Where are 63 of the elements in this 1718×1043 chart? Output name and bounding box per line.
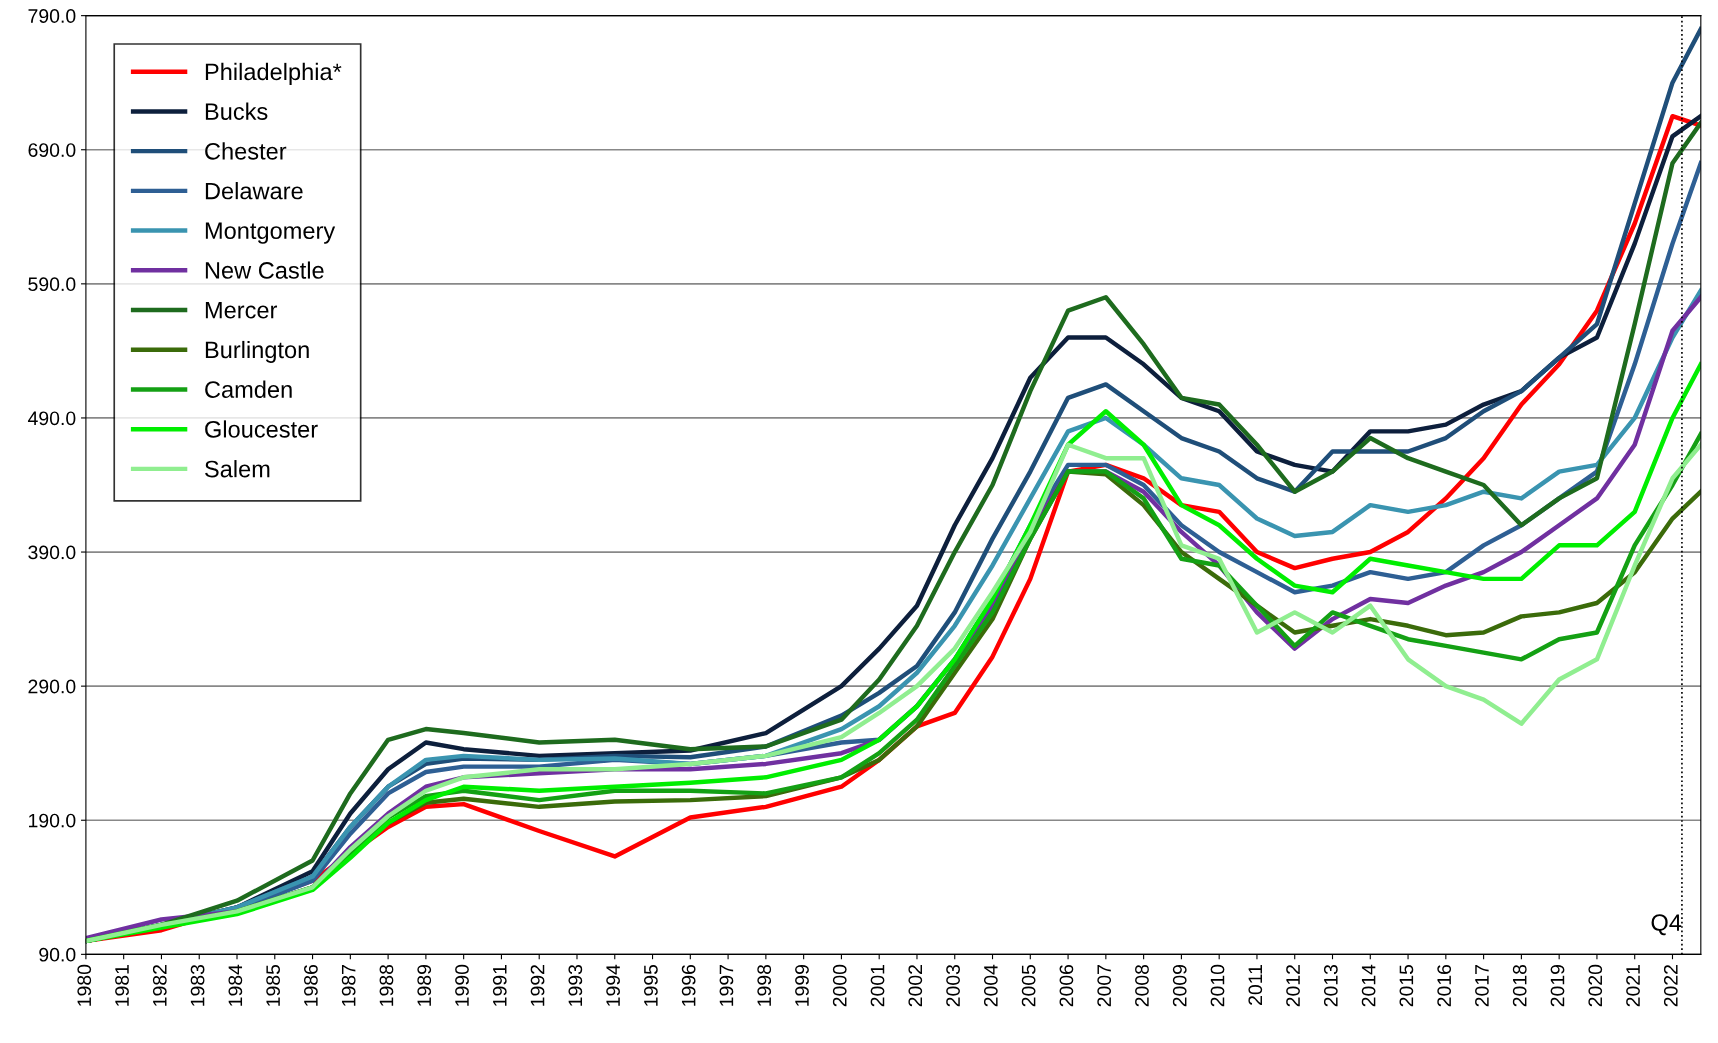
x-tick-label: 1988 — [379, 964, 394, 1006]
legend-label: Delaware — [205, 182, 303, 200]
x-tick-label: 2018 — [1512, 964, 1527, 1007]
x-tick-label: 1990 — [455, 964, 469, 1006]
x-tick-label: 2001 — [870, 965, 885, 1007]
legend-label: Burlington — [205, 340, 309, 363]
x-tick-label: 2019 — [1550, 964, 1565, 1007]
x-tick-label: 2013 — [1323, 964, 1338, 1007]
x-tick-label: 1994 — [606, 964, 620, 1006]
legend-label: Bucks — [205, 102, 268, 120]
legend-label: Montgomery — [205, 222, 336, 244]
x-tick-label: 1991 — [492, 965, 507, 1006]
x-tick-label: 1982 — [152, 965, 167, 1006]
legend-label: Camden — [205, 380, 292, 398]
x-tick-label: 1984 — [228, 964, 243, 1006]
x-tick-label: 2005 — [1021, 964, 1036, 1007]
x-tick-label: 1986 — [304, 964, 318, 1006]
x-tick-label: 2000 — [832, 964, 847, 1007]
x-tick-label: 2007 — [1097, 965, 1112, 1007]
y-tick-label: 190.0 — [29, 813, 76, 828]
x-tick-label: 2008 — [1135, 964, 1149, 1007]
x-tick-label: 2017 — [1475, 965, 1489, 1007]
y-tick-label: 290.0 — [28, 679, 76, 694]
x-tick-label: 2020 — [1588, 964, 1603, 1007]
legend-label: Mercer — [205, 302, 278, 319]
x-tick-label: 1987 — [341, 965, 356, 1006]
legend-label: Philadelphia* — [205, 62, 342, 85]
x-tick-label: 2015 — [1399, 964, 1414, 1007]
x-tick-label: 1992 — [530, 965, 545, 1006]
x-tick-label: 1983 — [190, 964, 205, 1006]
legend-label: Chester — [205, 142, 287, 160]
x-tick-label: 2004 — [983, 964, 998, 1007]
x-tick-label: 1996 — [681, 964, 696, 1006]
x-tick-label: 2003 — [946, 964, 960, 1007]
legend-label: Gloucester — [205, 420, 318, 438]
x-tick-label: 1989 — [417, 964, 432, 1006]
x-tick-label: 2012 — [1286, 965, 1300, 1007]
ref-line-label: Q4 — [1651, 914, 1682, 936]
x-tick-label: 1985 — [266, 964, 280, 1006]
x-tick-label: 2022 — [1663, 965, 1678, 1007]
y-tick-label: 690.0 — [28, 143, 76, 157]
y-tick-label: 590.0 — [28, 277, 76, 292]
y-tick-label: 790.0 — [28, 9, 76, 23]
x-tick-label: 1997 — [719, 965, 734, 1006]
x-tick-label: 1993 — [568, 964, 583, 1006]
x-tick-label: 2010 — [1210, 964, 1225, 1007]
y-tick-label: 490.0 — [27, 411, 76, 426]
x-tick-label: 1995 — [643, 964, 658, 1006]
x-tick-label: 2021 — [1626, 965, 1640, 1007]
y-tick-label: 90.0 — [39, 947, 76, 962]
x-tick-label: 2016 — [1437, 964, 1452, 1007]
x-tick-label: 2014 — [1361, 964, 1376, 1007]
legend-label: New Castle — [205, 261, 324, 279]
legend-label: Salem — [205, 460, 270, 478]
x-tick-label: 1999 — [795, 964, 809, 1006]
x-tick-label: 2009 — [1172, 964, 1187, 1007]
x-tick-label: 2011 — [1248, 965, 1263, 1005]
x-tick-label: 2006 — [1059, 964, 1074, 1007]
x-tick-label: 1998 — [757, 964, 772, 1006]
y-tick-label: 390.0 — [28, 545, 76, 560]
x-tick-label: 2002 — [908, 965, 923, 1007]
x-tick-label: 1980 — [77, 964, 92, 1006]
x-tick-label: 1981 — [115, 965, 129, 1006]
